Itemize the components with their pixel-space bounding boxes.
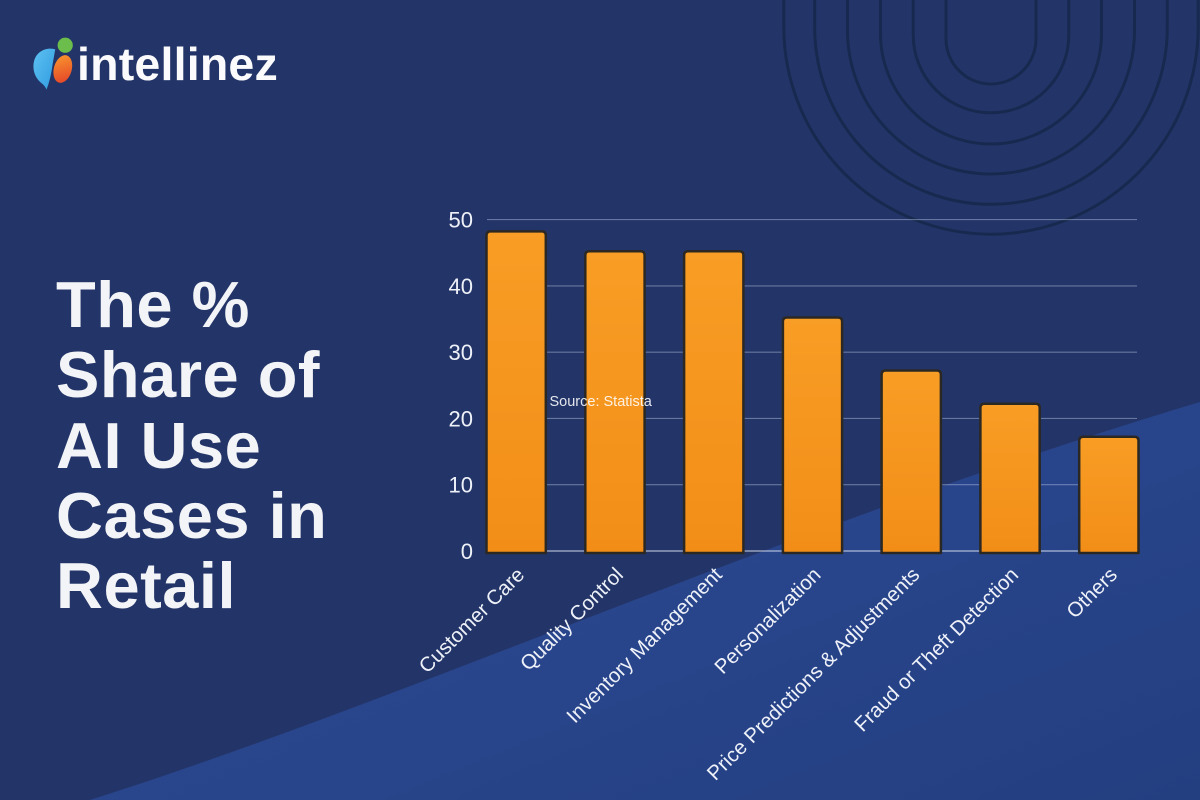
svg-text:20: 20	[449, 406, 473, 431]
svg-text:30: 30	[449, 340, 473, 365]
svg-text:40: 40	[449, 274, 473, 299]
svg-text:0: 0	[461, 539, 473, 564]
svg-text:50: 50	[449, 208, 473, 233]
svg-text:Source: Statista: Source: Statista	[550, 394, 653, 410]
svg-text:10: 10	[449, 473, 473, 498]
